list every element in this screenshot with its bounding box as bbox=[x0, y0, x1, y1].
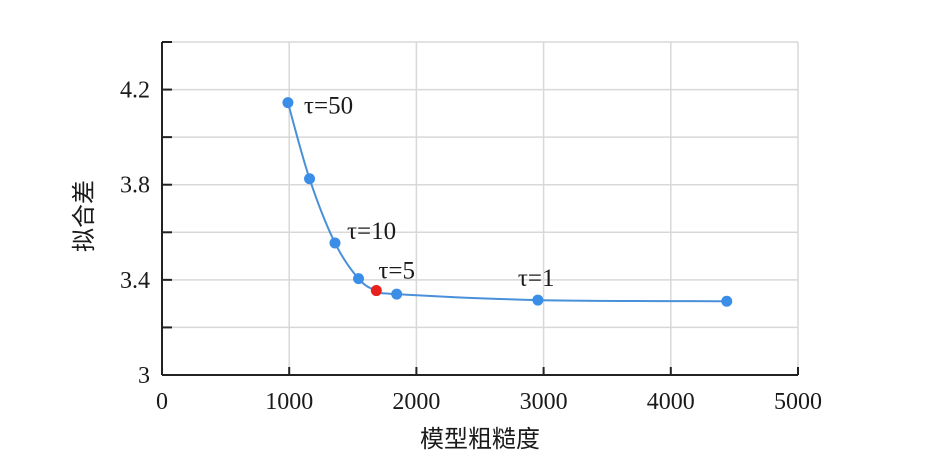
series-line bbox=[286, 102, 727, 303]
data-point bbox=[329, 237, 341, 249]
points bbox=[282, 97, 733, 307]
annotations: τ=50 τ=10 τ=5 τ=1 bbox=[304, 93, 555, 292]
annotation-label: τ=1 bbox=[518, 265, 555, 292]
x-axis-title: 模型粗糙度 bbox=[420, 425, 540, 453]
ticks: 0 1000 2000 3000 4000 5000 3 3.4 3.8 4.2 bbox=[120, 41, 822, 415]
y-tick-label: 4.2 bbox=[120, 78, 150, 104]
y-axis-title: 拟合差 bbox=[70, 180, 98, 252]
x-tick-label: 2000 bbox=[392, 389, 440, 415]
grid bbox=[162, 41, 799, 375]
annotation-label: τ=10 bbox=[347, 218, 396, 245]
data-point bbox=[721, 295, 733, 307]
x-tick-label: 1000 bbox=[265, 389, 313, 415]
highlight-point bbox=[370, 285, 382, 297]
annotation-label: τ=5 bbox=[378, 258, 415, 285]
data-point bbox=[532, 294, 544, 306]
annotation-label: τ=50 bbox=[304, 93, 353, 120]
data-point bbox=[353, 273, 365, 285]
x-tick-label: 4000 bbox=[647, 389, 695, 415]
series bbox=[286, 102, 727, 303]
data-point bbox=[304, 173, 316, 185]
x-tick-label: 3000 bbox=[520, 389, 568, 415]
x-tick-label: 5000 bbox=[774, 389, 822, 415]
y-tick-label: 3.8 bbox=[120, 173, 150, 199]
y-tick-label: 3 bbox=[138, 363, 150, 389]
axes bbox=[161, 42, 798, 376]
data-point bbox=[282, 97, 294, 109]
y-tick-label: 3.4 bbox=[120, 268, 150, 294]
data-point bbox=[391, 288, 403, 300]
x-tick-label: 0 bbox=[156, 389, 168, 415]
